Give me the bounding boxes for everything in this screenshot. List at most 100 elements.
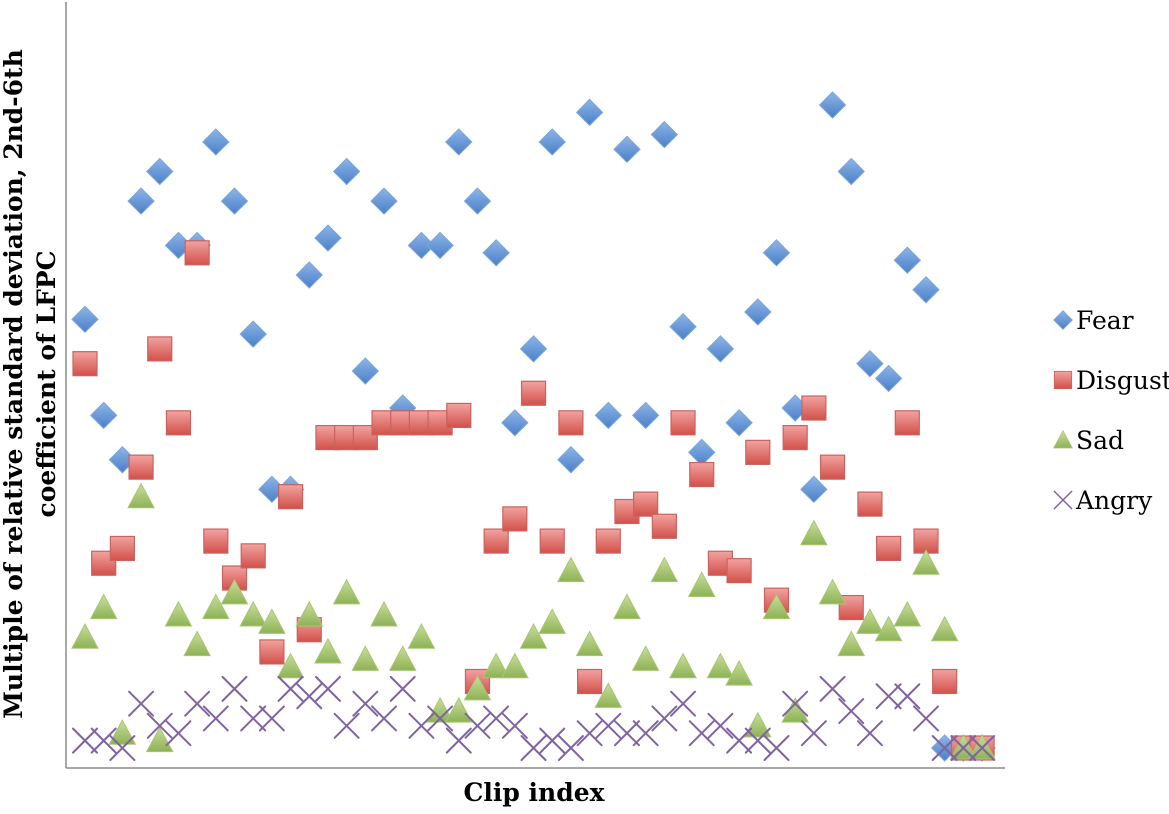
data-point-angry [184, 690, 211, 717]
data-point-angry [782, 690, 809, 717]
data-point-angry [408, 712, 435, 739]
data-point-fear [220, 187, 249, 215]
legend-label: Fear [1076, 306, 1134, 335]
data-point-angry [856, 720, 883, 747]
y-axis-title-line2: coefficient of LFPC [32, 250, 61, 517]
data-point-sad [631, 645, 660, 671]
data-point-disgust [576, 668, 603, 695]
data-point-disgust [558, 410, 584, 436]
data-point-fear [613, 135, 641, 164]
data-point-sad [519, 623, 548, 649]
data-point-sad [108, 719, 137, 745]
data-point-angry [950, 735, 977, 761]
data-point-angry [296, 683, 323, 710]
data-point-sad [482, 652, 510, 679]
series-sad [71, 482, 996, 760]
data-point-angry [688, 720, 715, 747]
data-point-disgust [446, 402, 472, 429]
data-point-sad [239, 600, 268, 627]
data-point-sad [538, 608, 567, 634]
legend-item-angry: Angry [1053, 486, 1153, 515]
data-point-angry [146, 712, 173, 739]
data-point-sad [557, 556, 585, 583]
data-point-disgust [520, 380, 547, 406]
data-point-fear [650, 120, 679, 149]
data-point-sad [71, 623, 99, 649]
data-point-fear [893, 246, 922, 274]
data-point-sad [725, 660, 753, 686]
data-point-angry [371, 705, 398, 732]
data-point-sad [743, 711, 772, 738]
series-angry [72, 675, 996, 761]
data-point-sad [258, 608, 286, 634]
data-point-fear [706, 335, 735, 363]
data-point-angry [445, 727, 472, 754]
data-point-angry [969, 735, 996, 761]
x-axis-title: Clip index [463, 778, 605, 807]
data-point-angry [240, 705, 267, 732]
data-point-fear [202, 128, 230, 156]
data-point-sad [127, 482, 155, 509]
data-point-fear [463, 187, 492, 215]
data-point-sad [314, 637, 342, 664]
data-point-fear [557, 446, 585, 474]
data-point-sad [501, 652, 529, 679]
data-point-fear [631, 401, 660, 430]
data-point-angry [576, 720, 603, 747]
data-point-angry [931, 735, 958, 761]
data-point-sad [650, 556, 679, 583]
data-point-sad [706, 652, 735, 679]
data-point-angry [763, 735, 790, 761]
data-point-angry [202, 705, 229, 732]
legend-label: Disgust [1076, 366, 1169, 395]
data-point-sad [183, 630, 211, 657]
data-point-disgust [819, 454, 846, 480]
data-point-angry [726, 727, 753, 754]
data-point-sad [295, 600, 324, 627]
data-point-fear [856, 349, 884, 378]
data-point-disgust [184, 240, 210, 266]
data-point-disgust [109, 535, 135, 562]
data-point-sad [575, 630, 604, 657]
data-point-fear [445, 128, 473, 156]
data-point-sad [669, 652, 697, 679]
data-point-disgust [539, 528, 565, 554]
data-point-fear [538, 128, 566, 156]
data-point-angry [109, 735, 136, 761]
data-point-angry [520, 735, 547, 761]
data-point-fear [594, 401, 622, 430]
data-point-sad [800, 519, 828, 546]
data-point-sad [89, 593, 118, 620]
data-point-disgust [427, 410, 453, 436]
legend-diamond-marker [1053, 310, 1073, 330]
data-point-fear [407, 231, 436, 260]
data-point-angry [221, 675, 248, 702]
data-point-fear [351, 357, 380, 385]
data-point-angry [277, 675, 304, 702]
data-point-angry [258, 705, 285, 732]
data-point-fear [127, 187, 155, 215]
data-point-disgust [726, 558, 752, 584]
data-point-sad [388, 645, 417, 671]
data-point-sad [687, 571, 716, 597]
legend-item-sad: Sad [1053, 426, 1124, 455]
data-point-disgust [801, 395, 827, 421]
data-point-sad [463, 674, 492, 701]
data-point-sad [874, 615, 903, 642]
data-point-disgust [651, 513, 677, 539]
data-point-disgust [595, 528, 621, 554]
data-point-fear [874, 364, 903, 393]
data-point-disgust [203, 528, 229, 554]
legend-triangle-marker [1053, 429, 1073, 449]
data-point-disgust [147, 336, 173, 362]
data-point-sad [370, 600, 398, 627]
data-point-angry [913, 705, 939, 732]
data-point-disgust [483, 528, 509, 554]
data-point-fear [818, 91, 847, 119]
data-point-fear [89, 401, 118, 430]
data-point-angry [314, 675, 341, 702]
data-point-fear [146, 157, 174, 186]
data-point-disgust [876, 535, 902, 562]
data-point-angry [128, 690, 155, 717]
chart-markers [71, 91, 996, 762]
